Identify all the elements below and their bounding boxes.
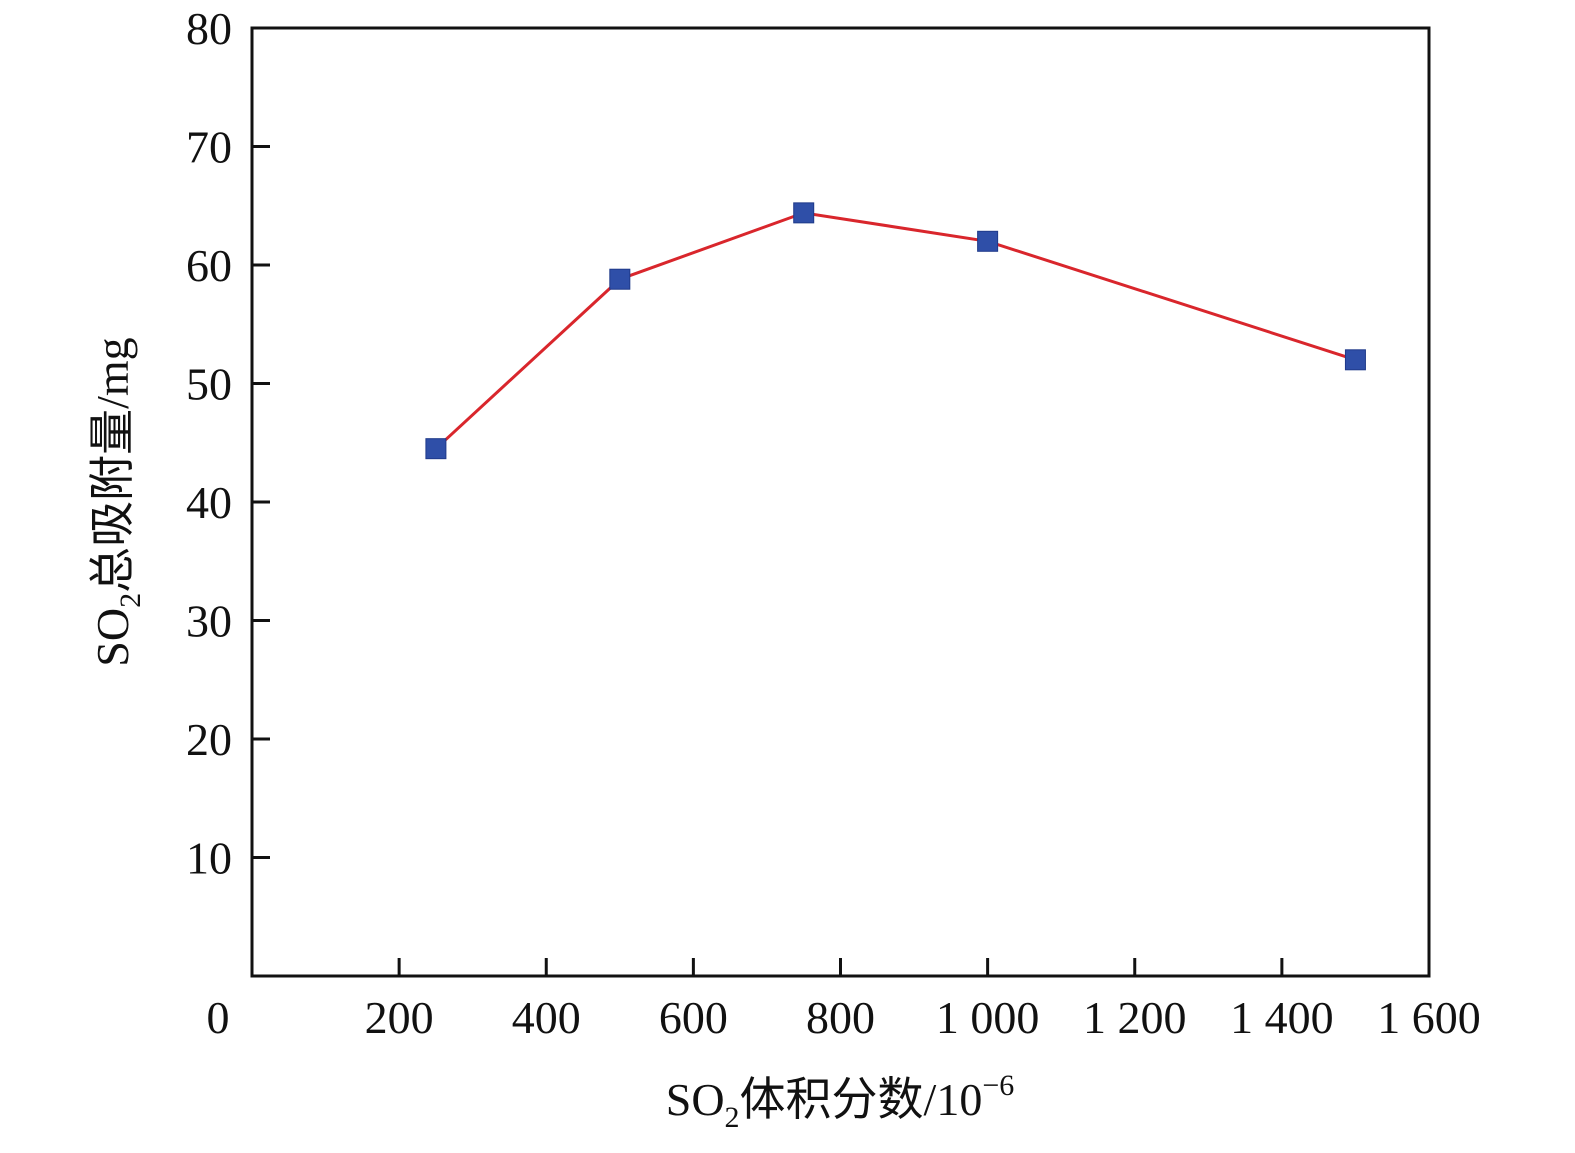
x-tick-label: 800	[806, 992, 875, 1043]
x-tick-label: 1 600	[1377, 992, 1481, 1043]
x-tick-label: 0	[207, 992, 230, 1043]
x-tick-label: 600	[659, 992, 728, 1043]
y-tick-label: 40	[186, 477, 232, 528]
series-line	[434, 211, 1356, 450]
x-tick-label: 400	[512, 992, 581, 1043]
data-point-marker	[425, 438, 447, 460]
x-axis-title-text: 体积分数/10	[740, 1074, 983, 1125]
data-point-marker	[793, 202, 815, 224]
x-tick-label: 200	[365, 992, 434, 1043]
x-axis-ticks: 0 200 400 600 800 1 000 1 200 1 400 1 600	[207, 958, 1481, 1043]
y-tick-label: 70	[186, 122, 232, 173]
x-tick-label: 1 200	[1083, 992, 1187, 1043]
y-tick-label: 20	[186, 714, 232, 765]
y-tick-label: 10	[186, 833, 232, 884]
y-axis-ticks: 10 20 30 40 50 60 70 80	[186, 3, 270, 884]
plot-frame	[250, 26, 1431, 978]
x-tick-label: 1 000	[936, 992, 1040, 1043]
x-axis-title-subscript: 2	[725, 1101, 740, 1134]
y-tick-label: 60	[186, 240, 232, 291]
y-axis-title: SO2总吸附量/mg	[87, 337, 147, 666]
x-tick-label: 1 400	[1230, 992, 1334, 1043]
y-tick-label: 80	[186, 3, 232, 54]
series-layer	[425, 202, 1366, 460]
data-point-marker	[609, 268, 631, 290]
y-axis-title-subscript: 2	[114, 593, 147, 608]
x-axis-title: SO2体积分数/10−6	[666, 1069, 1015, 1134]
y-tick-label: 30	[186, 596, 232, 647]
y-tick-label: 50	[186, 359, 232, 410]
data-point-marker	[1344, 349, 1366, 371]
y-axis-title-text: 总吸附量/mg	[87, 337, 138, 593]
data-point-marker	[977, 230, 999, 252]
x-axis-title-superscript: −6	[982, 1069, 1014, 1102]
x-axis-title-prefix: SO	[666, 1074, 725, 1125]
y-axis-title-prefix: SO	[87, 608, 138, 667]
